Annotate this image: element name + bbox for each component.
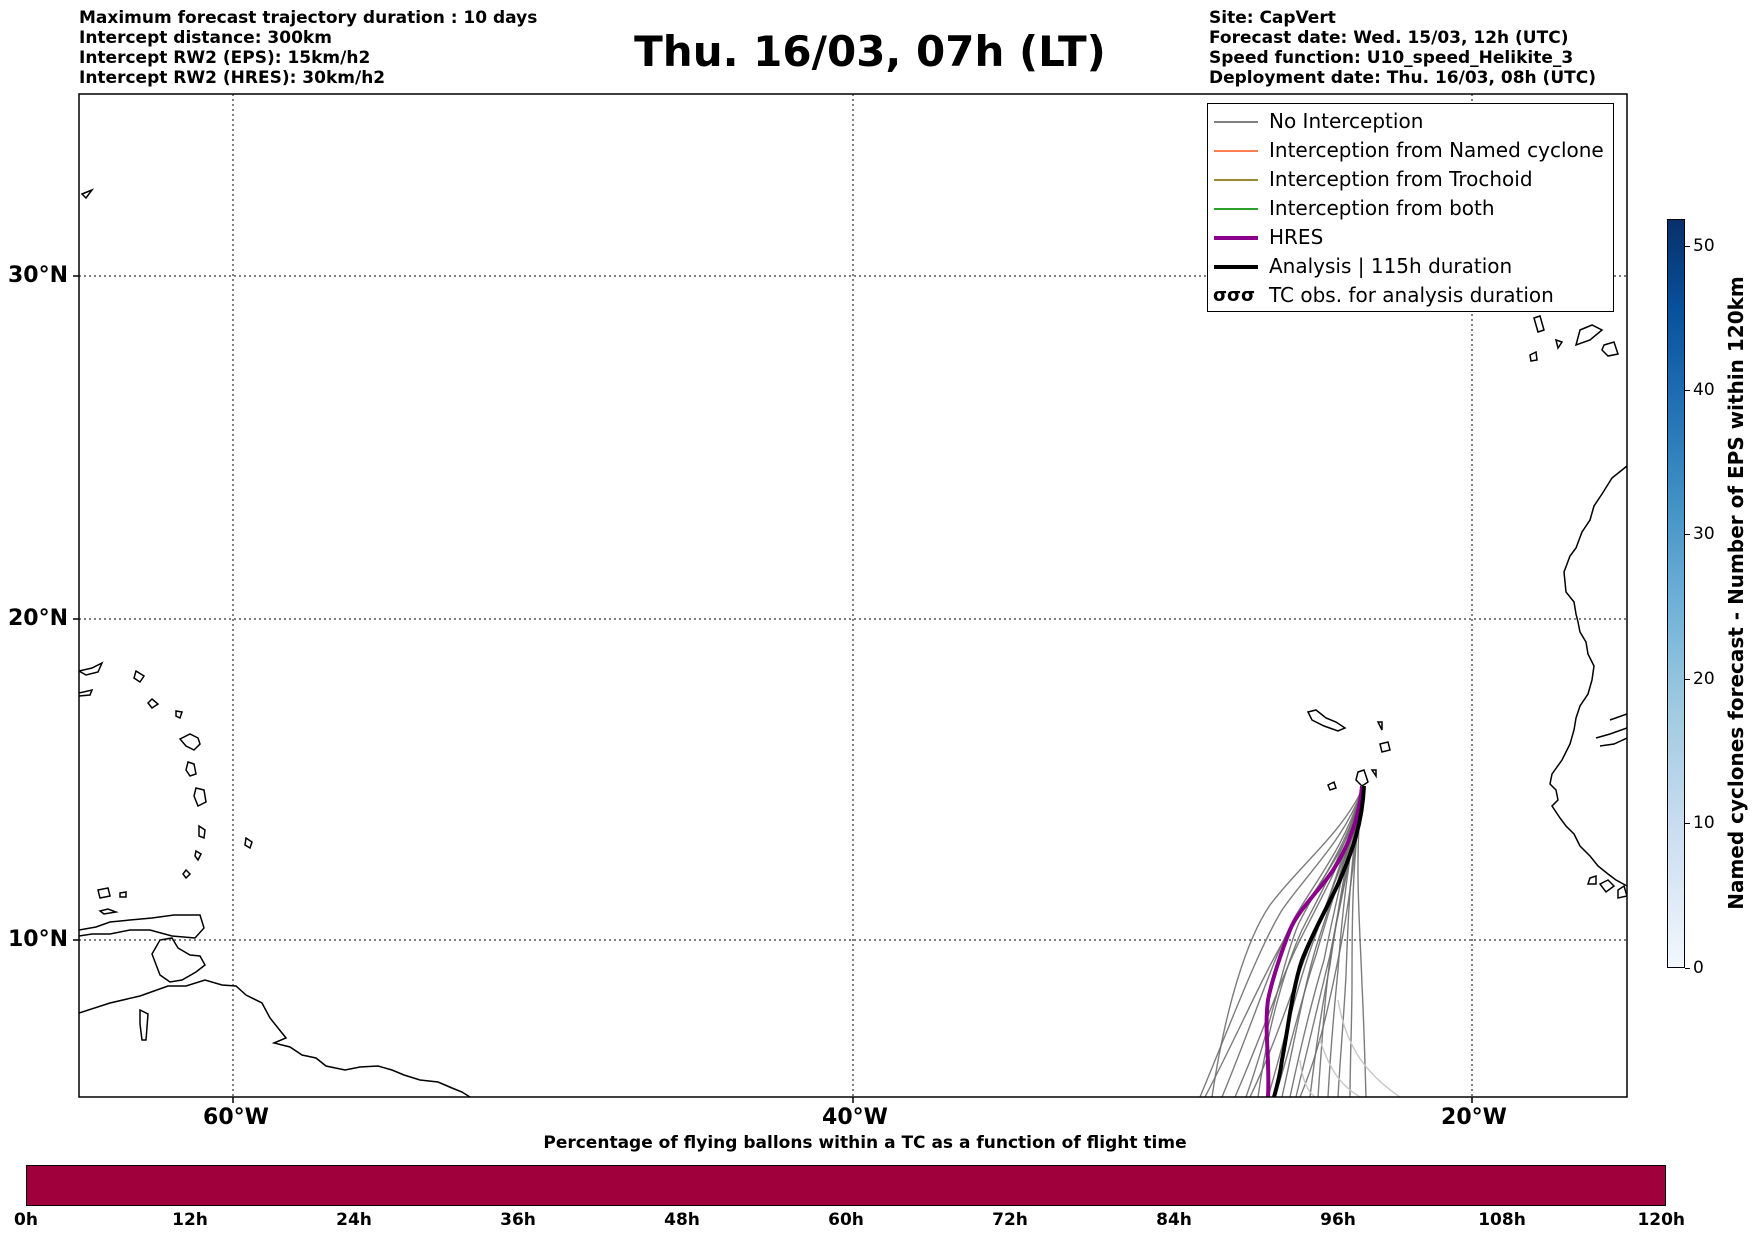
venezuela-peninsula (79, 914, 205, 939)
south-america-coast (79, 979, 471, 1097)
lon-label-20w: 20°W (1441, 1105, 1507, 1130)
tc-symbol-icon: σσσ (1213, 285, 1256, 306)
trinidad-venezuela (151, 937, 206, 983)
colorbar-tick-label: 50 (1693, 236, 1715, 256)
flight-time-tick: 24h (336, 1210, 372, 1230)
legend-item-named-cyclone: Interception from Named cyclone (1208, 136, 1613, 165)
colorbar-tick-mark (1685, 823, 1690, 824)
legend-label: TC obs. for analysis duration (1269, 283, 1554, 307)
legend-item-tc-obs: σσσ TC obs. for analysis duration (1208, 281, 1613, 310)
puerto-rico (79, 661, 104, 676)
virgin-islands (79, 688, 94, 697)
analysis-trajectory (1272, 785, 1366, 1097)
legend-item-hres: HRES (1208, 223, 1613, 252)
legend-item-trochoid: Interception from Trochoid (1208, 165, 1613, 194)
lat-label-10n: 10°N (8, 927, 69, 952)
legend-label: No Interception (1269, 109, 1424, 133)
legend-label: HRES (1269, 225, 1324, 249)
info-line: Maximum forecast trajectory duration : 1… (79, 8, 538, 28)
guyana-island (139, 1008, 149, 1041)
colorbar-tick-label: 40 (1693, 380, 1715, 400)
legend-swatch (1214, 265, 1258, 269)
aruba-curacao (97, 887, 111, 899)
flight-time-tick: 36h (500, 1210, 536, 1230)
info-line: Site: CapVert (1209, 8, 1336, 28)
lon-label-60w: 60°W (203, 1105, 269, 1130)
map-title: Thu. 16/03, 07h (LT) (634, 27, 1106, 76)
colorbar-axis-label: Named cyclones forecast - Number of EPS … (1724, 276, 1748, 910)
header-info-left: Maximum forecast trajectory duration : 1… (79, 8, 537, 88)
info-line: Intercept distance: 300km (79, 28, 332, 48)
guadeloupe (178, 733, 201, 751)
flight-time-tick: 60h (828, 1210, 864, 1230)
legend-item-both: Interception from both (1208, 194, 1613, 223)
legend-swatch (1214, 121, 1258, 123)
flight-time-tick: 96h (1320, 1210, 1356, 1230)
legend-swatch (1214, 150, 1258, 152)
flight-time-tick: 108h (1478, 1210, 1526, 1230)
grenada (182, 868, 192, 880)
antilles-2 (146, 697, 160, 710)
hres-trajectory (1264, 785, 1364, 1097)
antilles-3 (175, 710, 183, 720)
flight-time-colorbar (26, 1165, 1666, 1206)
cape-verde (1306, 709, 1391, 791)
antilles-1 (133, 669, 146, 684)
eps-trajectories-faded (1299, 999, 1401, 1097)
coastlines (79, 188, 1627, 1097)
legend-label: Interception from Named cyclone (1269, 138, 1604, 162)
legend-item-no-interception: No Interception (1208, 107, 1613, 136)
legend-swatch (1214, 208, 1258, 210)
st-lucia (198, 824, 206, 840)
barbados (244, 836, 253, 850)
flight-time-tick: 72h (992, 1210, 1028, 1230)
bonaire (119, 891, 127, 898)
info-line: Intercept RW2 (HRES): 30km/h2 (79, 68, 386, 88)
flight-time-tick: 0h (14, 1210, 38, 1230)
lat-label-30n: 30°N (8, 263, 69, 288)
flight-time-tick: 48h (664, 1210, 700, 1230)
legend-label: Interception from Trochoid (1269, 167, 1533, 191)
legend-swatch (1214, 236, 1258, 240)
dominica (185, 761, 197, 777)
colorbar-tick-label: 10 (1693, 813, 1715, 833)
africa-estuary (1595, 713, 1627, 747)
info-line: Deployment date: Thu. 16/03, 08h (UTC) (1209, 68, 1596, 88)
info-line: Intercept RW2 (EPS): 15km/h2 (79, 48, 371, 68)
info-line: Forecast date: Wed. 15/03, 12h (UTC) (1209, 28, 1569, 48)
st-vincent (194, 849, 202, 862)
canary-islands (1529, 315, 1619, 362)
flight-time-tick: 12h (172, 1210, 208, 1230)
colorbar-tick-mark (1685, 968, 1690, 969)
flight-time-tick: 120h (1637, 1210, 1686, 1230)
legend-label: Analysis | 115h duration (1269, 254, 1513, 278)
colorbar-tick-label: 0 (1693, 958, 1704, 978)
africa-coast (1549, 465, 1627, 887)
flight-time-colorbar-title: Percentage of flying ballons within a TC… (543, 1133, 1187, 1153)
flight-time-tick: 84h (1156, 1210, 1192, 1230)
lat-label-20n: 20°N (8, 606, 69, 631)
header-info-right: Site: CapVert Forecast date: Wed. 15/03,… (1209, 8, 1596, 88)
colorbar-tick-mark (1685, 679, 1690, 680)
colorbar-tick-mark (1685, 246, 1690, 247)
colorbar-tick-label: 20 (1693, 669, 1715, 689)
colorbar-tick-mark (1685, 390, 1690, 391)
map-legend: No Interception Interception from Named … (1207, 103, 1614, 312)
legend-item-analysis: Analysis | 115h duration (1208, 252, 1613, 281)
colorbar-tick-label: 30 (1693, 524, 1715, 544)
eps-count-colorbar (1667, 219, 1685, 968)
tobago (98, 908, 119, 915)
legend-label: Interception from both (1269, 196, 1495, 220)
bijagos (1586, 874, 1627, 899)
lon-label-40w: 40°W (822, 1105, 888, 1130)
legend-swatch (1214, 179, 1258, 181)
colorbar-tick-mark (1685, 534, 1690, 535)
info-line: Speed function: U10_speed_Helikite_3 (1209, 48, 1574, 68)
map-ticks (73, 275, 1473, 1103)
small-islet (80, 188, 95, 200)
martinique (193, 787, 207, 808)
